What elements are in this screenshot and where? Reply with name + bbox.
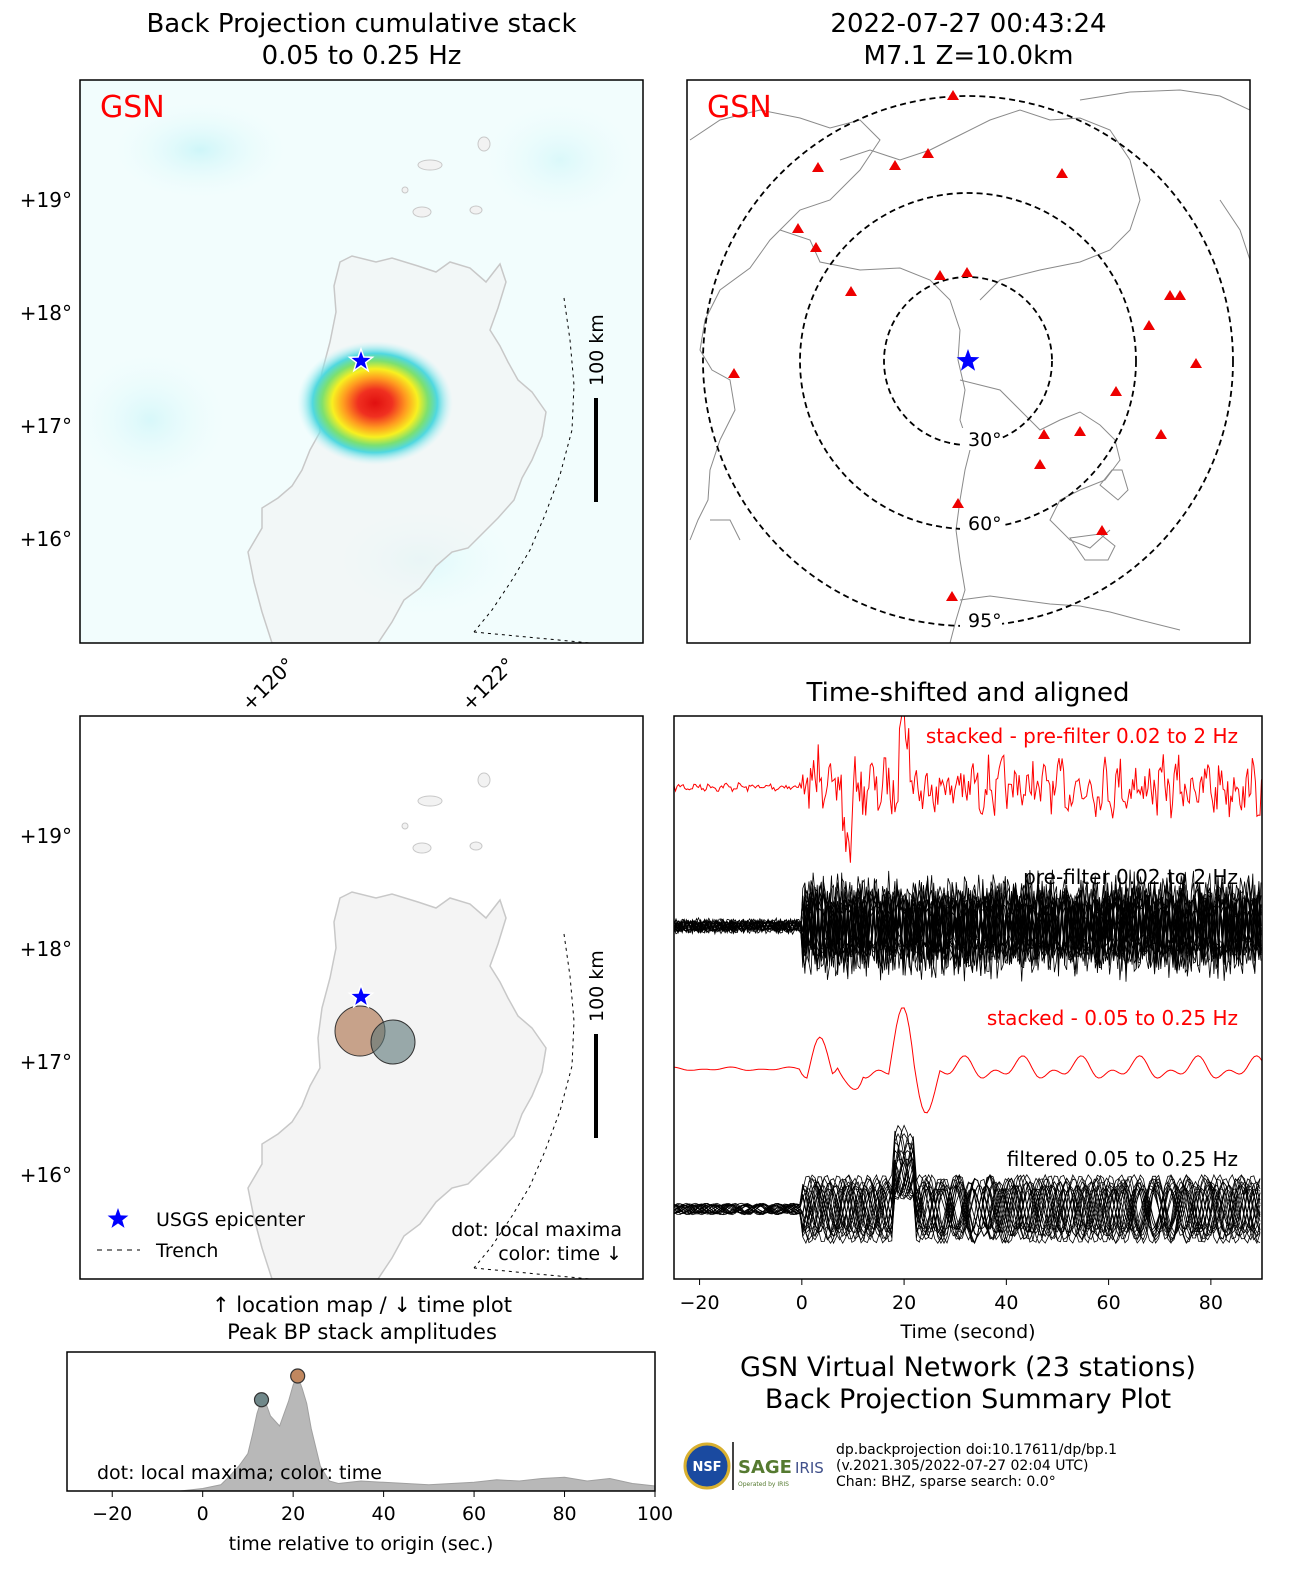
time-plot-note: dot: local maxima; color: time [97, 1462, 382, 1484]
waveform-xlabel: Time (second) [899, 1321, 1035, 1343]
distance-label-60: 60° [968, 513, 1002, 535]
nsf-logo-text: NSF [692, 1460, 721, 1475]
epicenter-star [347, 982, 375, 1009]
metadata-block: dp.backprojection doi:10.17611/dp/bp.1 (… [836, 1442, 1117, 1490]
loc-lat-tick-16: +16° [20, 1163, 72, 1187]
logo-row: NSF SAGE IRIS Operated by IRIS [683, 1440, 833, 1492]
caption-line2: Peak BP stack amplitudes [227, 1320, 497, 1344]
time-tick-label: 80 [552, 1503, 576, 1525]
meta-line1: dp.backprojection doi:10.17611/dp/bp.1 [836, 1442, 1118, 1458]
bp-energy-blob [297, 341, 453, 465]
luzon-island [247, 891, 547, 1279]
stacked-filtered-trace [674, 1007, 1262, 1114]
meta-line3: Chan: BHZ, sparse search: 0.0° [836, 1474, 1056, 1490]
loc-scale-label: 100 km [586, 950, 608, 1022]
caption-line1: ↑ location map / ↓ time plot [212, 1293, 512, 1317]
stacked-prefilter-trace [674, 716, 1262, 863]
time-tick-label: 60 [462, 1503, 486, 1525]
time-tick-label: 0 [197, 1503, 209, 1525]
iris-logo-text: IRIS [795, 1459, 824, 1477]
station-network-label: GSN [707, 90, 772, 125]
waveform-tick-label: 80 [1199, 1292, 1223, 1314]
loc-lat-tick-19: +19° [20, 824, 72, 848]
waveform-tick-label: 0 [796, 1292, 808, 1314]
waveform-plot: stacked - pre-filter 0.02 to 2 Hz pre-fi… [673, 715, 1263, 1343]
station-markers [728, 90, 1202, 601]
loc-note-line2: color: time ↓ [498, 1243, 622, 1265]
local-maximum-dot [290, 1368, 306, 1384]
prefilter-station-trace [674, 892, 1262, 960]
time-tick-label: 40 [372, 1503, 396, 1525]
amplitude-envelope [67, 1374, 656, 1492]
distance-ring-95 [702, 95, 1234, 627]
filtered-station-trace [674, 1142, 1261, 1238]
bp-lat-tick-17: +17° [20, 414, 72, 438]
station-distance-map: GSN 30° 60° 95° [686, 79, 1251, 644]
filtered-station-trace [674, 1149, 1261, 1234]
trace-label-prefilter: pre-filter 0.02 to 2 Hz [1023, 865, 1238, 889]
trace-label-stacked-prefilter: stacked - pre-filter 0.02 to 2 Hz [926, 724, 1238, 748]
bp-title-line2: 0.05 to 0.25 Hz [261, 41, 462, 71]
bp-panel-title: Back Projection cumulative stack 0.05 to… [80, 8, 643, 72]
location-map: 100 km +19° +18° +17° +16° USGS epicente… [20, 715, 644, 1280]
loc-lat-tick-17: +17° [20, 1050, 72, 1074]
event-magnitude-depth: M7.1 Z=10.0km [863, 41, 1074, 71]
distance-label-30: 30° [968, 429, 1002, 451]
waveform-title: Time-shifted and aligned [806, 678, 1130, 708]
time-tick-label: −20 [92, 1503, 132, 1525]
loc-lat-tick-18: +18° [20, 937, 72, 961]
waveform-tick-label: 20 [892, 1292, 916, 1314]
waveform-tick-label: 60 [1097, 1292, 1121, 1314]
prefilter-station-trace [674, 888, 1262, 965]
trace-label-filtered: filtered 0.05 to 0.25 Hz [1007, 1147, 1238, 1171]
local-maximum-early [370, 1019, 416, 1065]
location-caption: ↑ location map / ↓ time plot Peak BP sta… [62, 1292, 662, 1346]
sage-logo-text: SAGE [738, 1457, 792, 1478]
legend-trench-label: Trench [155, 1240, 218, 1262]
station-panel-title: 2022-07-27 00:43:24 M7.1 Z=10.0km [687, 8, 1250, 72]
logos: NSF SAGE IRIS Operated by IRIS [683, 1442, 824, 1490]
meta-line2: (v.2021.305/2022-07-27 02:04 UTC) [836, 1458, 1089, 1474]
epicenter-star [347, 346, 375, 373]
bp-scale-label: 100 km [586, 314, 608, 386]
summary-line1: GSN Virtual Network (23 stations) [740, 1352, 1196, 1383]
time-tick-label: 20 [281, 1503, 305, 1525]
bp-network-label: GSN [100, 90, 165, 125]
bp-title-line1: Back Projection cumulative stack [146, 9, 577, 39]
distance-label-95: 95° [968, 610, 1002, 632]
legend-star-icon [107, 1208, 129, 1228]
trench-line [473, 933, 575, 1269]
event-datetime: 2022-07-27 00:43:24 [830, 9, 1107, 39]
peak-amplitude-time-plot: dot: local maxima; color: time −20 0 20 40 6… [66, 1351, 673, 1555]
summary-title: GSN Virtual Network (23 stations) Back P… [674, 1352, 1262, 1416]
legend-epicenter-label: USGS epicenter [156, 1209, 305, 1231]
waveform-tick-label: −20 [680, 1292, 720, 1314]
bp-lat-tick-16: +16° [20, 527, 72, 551]
time-plot-xlabel: time relative to origin (sec.) [229, 1533, 494, 1555]
logo-subtext: Operated by IRIS [738, 1481, 789, 1488]
trench-line [473, 297, 575, 633]
waveform-tick-label: 40 [994, 1292, 1018, 1314]
bp-lat-tick-18: +18° [20, 301, 72, 325]
time-tick-label: 100 [637, 1503, 673, 1525]
nsf-logo [683, 1442, 731, 1490]
bp-lat-tick-19: +19° [20, 188, 72, 212]
loc-note-line1: dot: local maxima [451, 1219, 622, 1241]
trace-label-stacked-filtered: stacked - 0.05 to 0.25 Hz [987, 1006, 1238, 1030]
epicenter-star [956, 349, 980, 371]
local-maximum-dot [253, 1392, 270, 1408]
bp-heatmap-map: GSN 100 km +19° +18° +17° +16° +120° +12… [20, 79, 644, 716]
summary-line2: Back Projection Summary Plot [764, 1384, 1172, 1415]
